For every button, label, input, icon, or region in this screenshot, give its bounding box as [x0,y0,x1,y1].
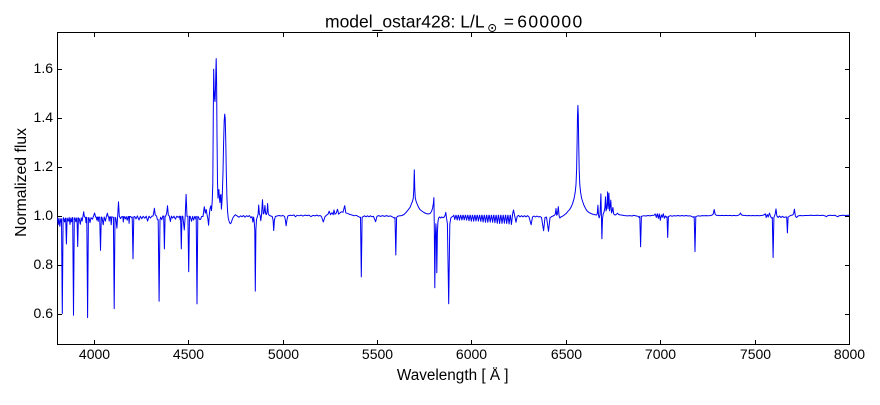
svg-text:4500: 4500 [173,346,204,362]
svg-text:0.6: 0.6 [34,305,54,321]
svg-text:4000: 4000 [79,346,110,362]
svg-text:6000: 6000 [456,346,487,362]
svg-text:5000: 5000 [268,346,299,362]
svg-text:5500: 5500 [362,346,393,362]
svg-text:1.0: 1.0 [34,207,54,223]
svg-text:1.2: 1.2 [34,158,54,174]
svg-text:0.8: 0.8 [34,256,54,272]
svg-text:6500: 6500 [551,346,582,362]
svg-text:8000: 8000 [834,346,865,362]
svg-text:7000: 7000 [645,346,676,362]
svg-text:1.6: 1.6 [34,60,54,76]
svg-text:Wavelength [ Å ]: Wavelength [ Å ] [397,367,509,384]
svg-text:7500: 7500 [740,346,771,362]
svg-text:Normalized flux: Normalized flux [13,128,30,237]
svg-text:1.4: 1.4 [34,109,54,125]
svg-text:=: = [504,12,514,32]
svg-text:600000: 600000 [517,12,583,32]
svg-text:model_ostar428: L/L: model_ostar428: L/L [325,12,485,33]
